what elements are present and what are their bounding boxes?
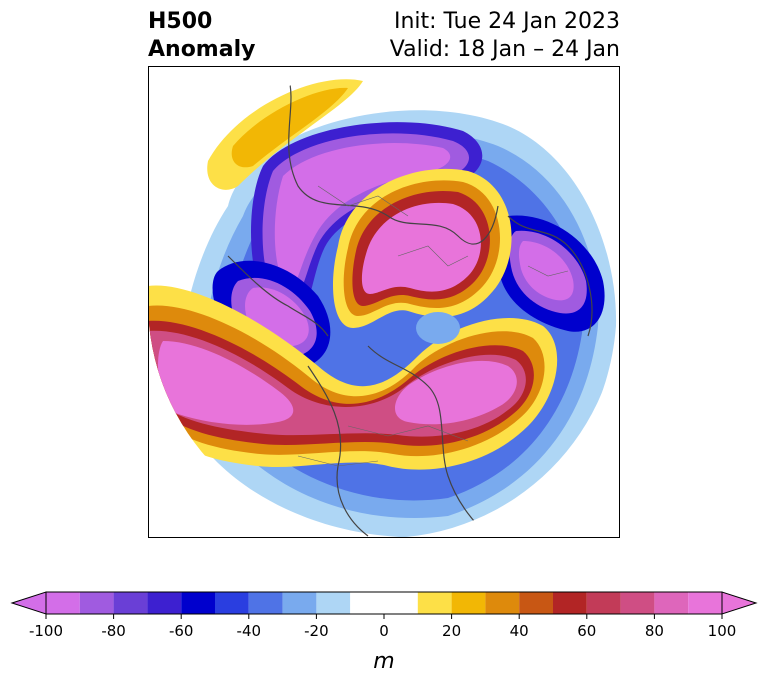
colorbar-tick-label: -60 [169, 622, 194, 640]
colorbar-segment [46, 592, 80, 614]
colorbar-segment [485, 592, 520, 614]
colorbar-tick-label: 80 [645, 622, 664, 640]
map-disc [148, 66, 620, 538]
colorbar-tick-label: -100 [29, 622, 63, 640]
colorbar-unit-label: m [373, 649, 394, 674]
colorbar-tick-label: -20 [304, 622, 329, 640]
title-variable: H500 [148, 9, 213, 34]
colorbar-segment [147, 592, 182, 614]
colorbar-segment [113, 592, 148, 614]
colorbar-ticks: -100 -80 -60 -40 -20 0 20 40 60 80 100 [29, 614, 736, 640]
colorbar-segment [215, 592, 249, 614]
colorbar-segment [688, 592, 722, 614]
colorbar-segment [586, 592, 621, 614]
coastlines [227, 75, 593, 537]
colorbar-segment [519, 592, 553, 614]
east-asia-negative-shading [495, 215, 605, 332]
title-left: H500 Anomaly [148, 8, 255, 64]
colorbar-segment [417, 592, 452, 614]
colorbar-segments [46, 592, 722, 614]
greenland-negative-shading [416, 312, 460, 344]
colorbar: -100 -80 -60 -40 -20 0 20 40 60 80 100 m [10, 591, 758, 674]
colorbar-segment [181, 592, 215, 614]
colorbar-segment [553, 592, 587, 614]
colorbar-extend-high [721, 591, 758, 615]
colorbar-tick-label: -40 [237, 622, 262, 640]
colorbar-tick-label: 20 [442, 622, 461, 640]
arctic-positive-shading [333, 168, 512, 328]
colorbar-tick-label: 100 [708, 622, 737, 640]
colorbar-segment [79, 592, 114, 614]
map-frame [148, 66, 620, 538]
borders [297, 185, 569, 467]
colorbar-segment [316, 592, 351, 614]
colorbar-extend-low [10, 591, 47, 615]
title-init: Init: Tue 24 Jan 2023 [393, 9, 620, 34]
title-field: Anomaly [148, 37, 256, 62]
title-valid: Valid: 18 Jan – 24 Jan [389, 37, 620, 62]
colorbar-tick-label: 40 [510, 622, 529, 640]
colorbar-tick-label: -80 [101, 622, 126, 640]
colorbar-segment [282, 592, 317, 614]
colorbar-tick-label: 60 [577, 622, 596, 640]
title-right: Init: Tue 24 Jan 2023 Valid: 18 Jan – 24… [390, 8, 620, 64]
colorbar-segment [620, 592, 655, 614]
colorbar-segment [248, 592, 283, 614]
colorbar-segment [350, 592, 418, 614]
colorbar-tick-label: 0 [379, 622, 389, 640]
colorbar-segment [451, 592, 486, 614]
colorbar-segment [654, 592, 689, 614]
anomaly-map [148, 66, 620, 538]
